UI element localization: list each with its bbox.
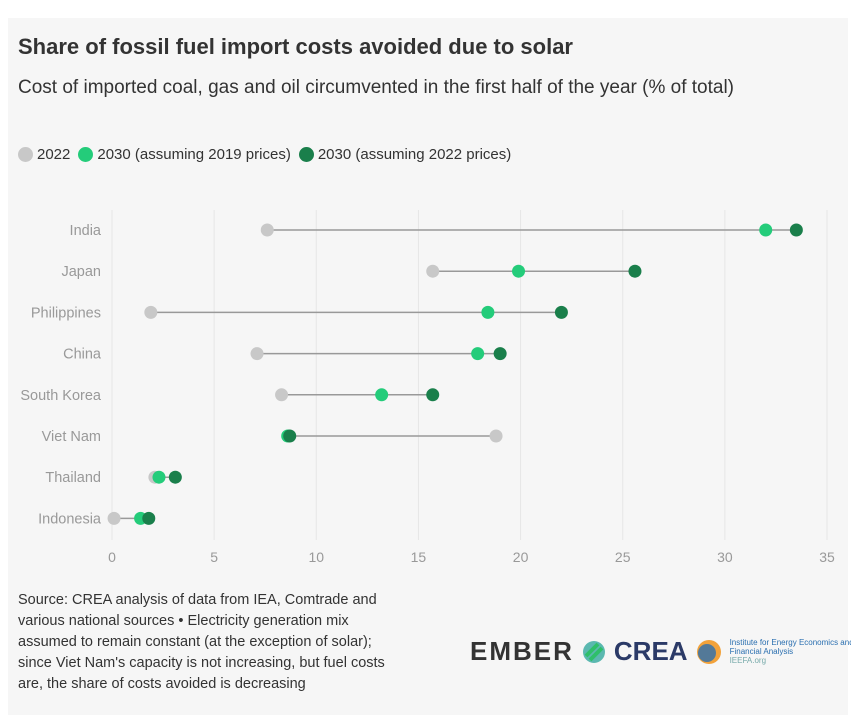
dot-0-indonesia (107, 511, 121, 525)
y-category-label: South Korea (20, 388, 102, 404)
ieefa-globe-icon (696, 639, 721, 664)
dot-0-japan (426, 264, 440, 278)
dot-1-india (759, 223, 773, 237)
dot-0-south-korea (275, 388, 289, 402)
legend-item-2030-2019-prices: 2030 (assuming 2019 prices) (78, 146, 291, 163)
y-category-label: Viet Nam (42, 429, 101, 445)
legend-swatch (18, 147, 33, 162)
dot-1-thailand (152, 470, 166, 484)
dot-2-china (493, 347, 507, 361)
legend-label: 2030 (assuming 2019 prices) (97, 146, 291, 163)
legend-label: 2030 (assuming 2022 prices) (317, 146, 512, 163)
dot-1-south-korea (375, 388, 389, 402)
ieefa-logo: Institute for Energy Economics and Finan… (730, 638, 851, 665)
x-tick-label: 15 (411, 549, 427, 565)
dot-2-india (789, 223, 803, 237)
source-note: Source: CREA analysis of data from IEA, … (18, 592, 385, 692)
x-tick-label: 20 (513, 549, 529, 565)
y-category-label: Japan (61, 264, 101, 280)
ember-logo: EMBER (470, 636, 574, 666)
logos: EMBER CREA Institute for Energy Economic… (470, 636, 851, 667)
x-tick-label: 0 (108, 549, 116, 565)
legend-swatch (78, 147, 94, 162)
dot-0-viet-nam (489, 429, 503, 443)
dot-0-philippines (144, 305, 158, 319)
legend-swatch (298, 147, 314, 162)
y-category-label: Thailand (45, 470, 101, 486)
ieefa-name: Institute for Energy Economics and Finan… (729, 638, 851, 656)
legend: 2022 2030 (assuming 2019 prices) 2030 (a… (18, 146, 511, 163)
x-tick-label: 35 (819, 549, 835, 565)
dot-2-philippines (554, 305, 568, 319)
x-tick-label: 5 (210, 549, 218, 565)
y-category-label: Philippines (31, 305, 101, 321)
chart-title: Share of fossil fuel import costs avoide… (18, 34, 573, 59)
y-category-label: China (63, 347, 102, 363)
legend-item-2022: 2022 (18, 146, 70, 163)
ieefa-url: IEEFA.org (729, 656, 767, 665)
dot-0-india (260, 223, 274, 237)
chart-subtitle: Cost of imported coal, gas and oil circu… (18, 77, 735, 98)
dot-2-japan (628, 264, 642, 278)
chart-panel (8, 18, 848, 715)
y-category-label: India (70, 223, 102, 239)
dot-2-viet-nam (283, 429, 297, 443)
x-tick-label: 10 (308, 549, 324, 565)
y-category-label: Indonesia (38, 511, 102, 527)
x-tick-label: 30 (717, 549, 733, 565)
dot-0-china (250, 347, 264, 361)
legend-label: 2022 (37, 146, 71, 163)
x-tick-label: 25 (615, 549, 631, 565)
dot-2-thailand (168, 470, 182, 484)
dot-1-japan (512, 264, 526, 278)
dot-2-indonesia (142, 511, 156, 525)
dot-2-south-korea (426, 388, 440, 402)
legend-item-2030-2022-prices: 2030 (assuming 2022 prices) (298, 146, 512, 163)
crea-mark-icon (582, 640, 605, 663)
crea-logo: CREA (613, 636, 688, 666)
dot-1-philippines (481, 305, 495, 319)
dot-1-china (471, 347, 485, 361)
